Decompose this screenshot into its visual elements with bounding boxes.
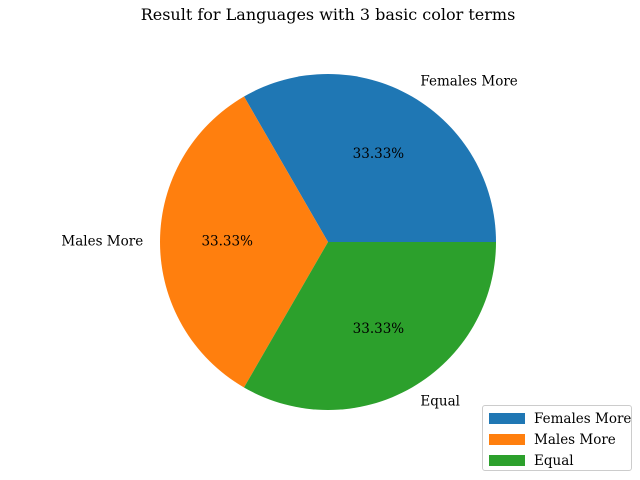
- legend-item-males-more: Males More: [489, 429, 625, 450]
- pie-percent-label: 33.33%: [353, 321, 405, 337]
- legend: Females More Males More Equal: [482, 405, 632, 471]
- legend-item-females-more: Females More: [489, 408, 631, 429]
- pie-slice-males-more: [160, 96, 328, 388]
- legend-label: Males More: [534, 431, 616, 448]
- pie-slice-equal: [244, 242, 496, 410]
- legend-label: Equal: [534, 452, 574, 469]
- legend-item-equal: Equal: [489, 450, 625, 471]
- legend-label: Females More: [534, 410, 632, 427]
- legend-swatch-males-more: [489, 434, 525, 445]
- pie-slices: [160, 73, 496, 410]
- pie-category-label: Equal: [420, 394, 460, 410]
- legend-swatch-equal: [489, 455, 525, 466]
- pie-percent-label: 33.33%: [201, 234, 253, 250]
- pie-labels: 33.33% Females More 33.33% Males More 33.33%…: [61, 73, 517, 409]
- chart-title: Result for Languages with 3 basic color …: [141, 5, 516, 24]
- legend-swatch-females-more: [489, 413, 525, 424]
- pie-category-label: Females More: [420, 73, 517, 89]
- pie-category-label: Males More: [61, 234, 143, 250]
- pie-slice-females-more: [244, 73, 496, 242]
- pie-percent-label: 33.33%: [353, 146, 405, 162]
